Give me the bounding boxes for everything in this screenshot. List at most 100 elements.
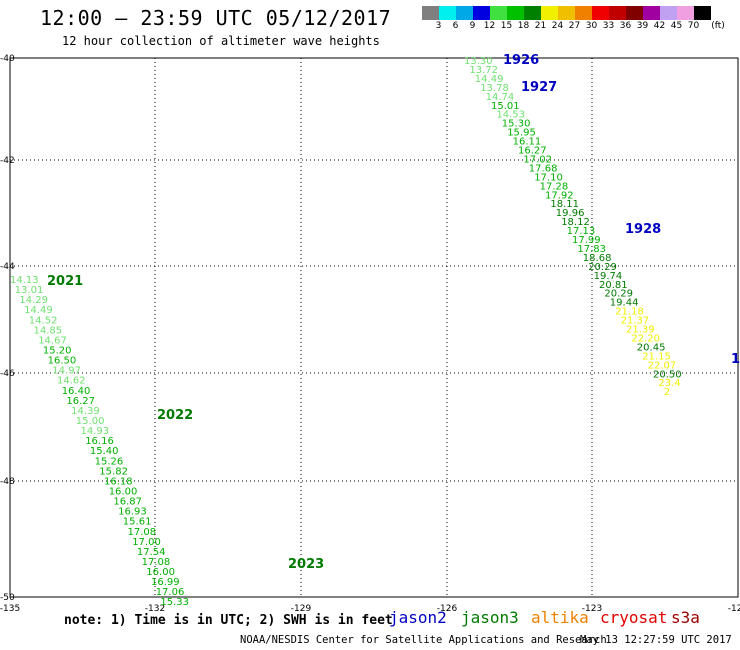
satellite-legend-item: altika [531, 608, 589, 627]
wave-height-value: 15.61 [123, 517, 152, 528]
wave-height-value: 16.18 [104, 476, 133, 487]
wave-height-value: 16.99 [151, 577, 180, 588]
wave-height-value: 13.01 [15, 285, 44, 296]
wave-height-value: 19.96 [556, 208, 585, 219]
wave-height-value: 18.11 [550, 199, 579, 210]
wave-height-value: 20.29 [588, 262, 617, 273]
wave-height-value: 15.33 [160, 597, 189, 608]
wave-height-value: 14.13 [10, 275, 39, 286]
lat-tick-label: -48 [0, 477, 15, 487]
color-scale-swatch [592, 6, 609, 20]
satellite-legend-item: jason2 [389, 608, 447, 627]
wave-height-value: 15.30 [502, 119, 531, 130]
lon-tick-label: -129 [291, 604, 312, 614]
color-scale-swatch [677, 6, 694, 20]
color-scale-label: 21 [534, 21, 547, 31]
wave-height-value: 17.06 [156, 587, 185, 598]
wave-height-value: 20.50 [653, 369, 682, 380]
wave-height-value: 15.01 [491, 101, 520, 112]
color-scale-swatch [694, 6, 711, 20]
color-scale-label: 6 [452, 21, 459, 31]
wave-height-value: 21.39 [626, 325, 655, 336]
pass-time-label: 2021 [47, 274, 83, 289]
wave-height-value: 13.72 [469, 65, 498, 76]
lon-tick-label: -132 [145, 604, 165, 614]
wave-height-value: 16.40 [62, 386, 91, 397]
wave-height-value: 17.99 [572, 235, 601, 246]
color-scale-swatch [524, 6, 541, 20]
wave-height-value: 17.00 [132, 537, 161, 548]
pass-time-label: 2022 [157, 408, 193, 423]
wave-height-value: 15.95 [507, 128, 536, 139]
wave-height-value: 16.87 [113, 497, 142, 508]
color-scale-swatch [422, 6, 439, 20]
color-scale-label: 45 [670, 21, 683, 31]
wave-height-value: 2 [664, 387, 670, 398]
wave-height-value: 14.93 [81, 426, 110, 437]
satellite-legend-item: cryosat [600, 608, 668, 627]
wave-height-value: 14.53 [496, 110, 525, 121]
color-scale-label: 39 [636, 21, 649, 31]
color-scale-label: 42 [653, 21, 666, 31]
color-scale-label: 27 [568, 21, 581, 31]
color-scale-swatch [473, 6, 490, 20]
wave-height-value: 16.27 [66, 396, 95, 407]
wave-height-value: 15.20 [43, 346, 72, 357]
color-scale-swatch [456, 6, 473, 20]
color-scale-label: 18 [517, 21, 530, 31]
color-scale-unit: (ft) [711, 21, 725, 31]
color-scale-swatch [609, 6, 626, 20]
color-scale-swatch [439, 6, 456, 20]
wave-height-value: 16.16 [85, 436, 114, 447]
wave-height-value: 22.07 [648, 360, 677, 371]
wave-height-value: 18.12 [561, 217, 590, 228]
wave-height-value: 17.10 [534, 172, 563, 183]
wave-height-value: 13.78 [480, 83, 509, 94]
wave-height-value: 16.27 [518, 146, 547, 157]
wave-height-value: 14.49 [24, 305, 53, 316]
color-scale-swatch [643, 6, 660, 20]
lat-tick-label: -50 [0, 593, 15, 603]
color-scale-label: 3 [435, 21, 442, 31]
wave-height-value: 17.13 [567, 226, 596, 237]
wave-height-value: 21.18 [615, 307, 644, 318]
color-scale-label: 24 [551, 21, 564, 31]
timestamp-text: May 13 12:27:59 UTC 2017 [580, 634, 732, 646]
lon-tick-label: -120 [728, 604, 740, 614]
wave-height-value: 16.00 [109, 487, 138, 498]
wave-height-value: 21.15 [642, 351, 671, 362]
wave-height-value: 14.39 [71, 406, 100, 417]
wave-height-value: 15.26 [95, 456, 124, 467]
color-scale-swatch [626, 6, 643, 20]
note-text: note: 1) Time is in UTC; 2) SWH is in fe… [64, 613, 393, 628]
wave-height-value: 14.49 [475, 74, 504, 85]
color-scale-label: 12 [483, 21, 496, 31]
wave-height-value: 17.28 [540, 181, 569, 192]
wave-height-value: 15.82 [99, 466, 128, 477]
wave-height-value: 16.00 [146, 567, 175, 578]
wave-height-value: 14.85 [34, 325, 63, 336]
color-scale-swatch [660, 6, 677, 20]
wave-height-value: 17.08 [128, 527, 157, 538]
wave-height-value: 20.45 [637, 342, 666, 353]
color-scale-swatch [575, 6, 592, 20]
pass-time-label: 1926 [503, 53, 539, 68]
wave-height-value: 16.11 [513, 137, 542, 148]
lon-tick-label: -123 [582, 604, 602, 614]
color-scale-swatch [507, 6, 524, 20]
color-scale-swatch [490, 6, 507, 20]
wave-height-value: 20.81 [599, 280, 628, 291]
color-scale-label: 30 [585, 21, 598, 31]
wave-height-value: 15.40 [90, 446, 119, 457]
wave-height-value: 17.02 [523, 154, 552, 165]
wave-height-value: 16.93 [118, 507, 147, 518]
map-title: 12:00 – 23:59 UTC 05/12/2017 [40, 6, 392, 30]
wave-height-value: 13.30 [464, 56, 493, 67]
color-scale-swatch [558, 6, 575, 20]
wave-height-value: 17.08 [142, 557, 171, 568]
color-scale-swatch [541, 6, 558, 20]
satellite-legend-item: jason3 [461, 608, 519, 627]
lat-tick-label: -44 [0, 262, 15, 272]
wave-height-value: 14.67 [38, 335, 67, 346]
wave-height-value: 15.00 [76, 416, 105, 427]
